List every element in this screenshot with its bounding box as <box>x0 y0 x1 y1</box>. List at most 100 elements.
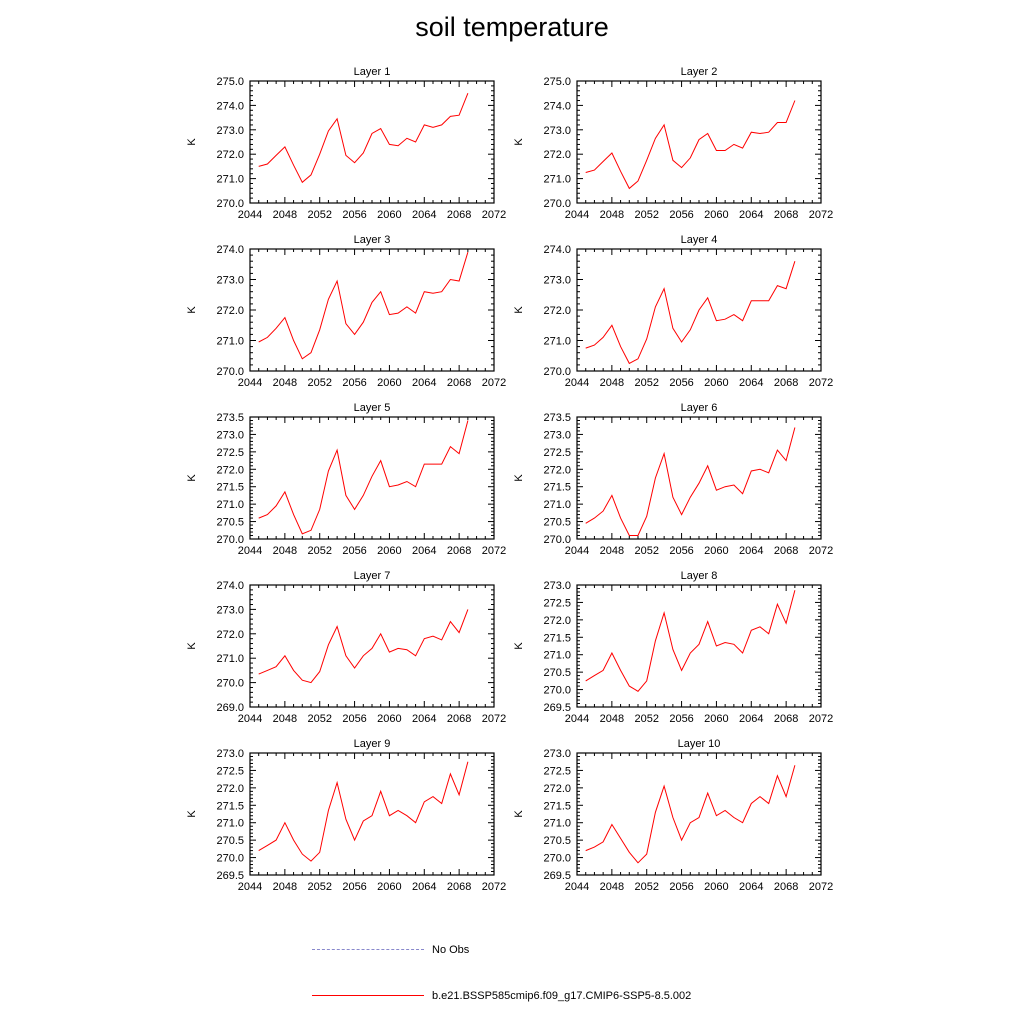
series-line-layer-5 <box>258 420 469 535</box>
y-axis-label-10: K <box>513 810 525 818</box>
y-tick-label: 272.0 <box>543 149 571 161</box>
x-tick-label: 2056 <box>669 713 693 725</box>
y-tick-label: 271.0 <box>216 818 244 830</box>
plot-frame-6 <box>576 416 822 540</box>
x-tick-label: 2044 <box>565 881 589 893</box>
y-axis-label-5: K <box>186 474 198 482</box>
y-tick-label: 270.5 <box>543 517 571 529</box>
plot-frame-10 <box>576 752 822 876</box>
x-tick-label: 2064 <box>412 545 436 557</box>
panel-title-7: Layer 7 <box>354 570 391 582</box>
x-tick-label: 2060 <box>704 713 728 725</box>
plot-frame-5 <box>249 416 495 540</box>
x-tick-label: 2060 <box>704 881 728 893</box>
y-tick-label: 274.0 <box>216 244 244 256</box>
x-tick-label: 2060 <box>377 881 401 893</box>
x-tick-label: 2056 <box>342 377 366 389</box>
y-tick-label: 273.0 <box>216 748 244 760</box>
x-tick-label: 2068 <box>447 545 471 557</box>
y-tick-label: 275.0 <box>543 76 571 88</box>
y-tick-label: 273.5 <box>216 412 244 424</box>
y-axis-label-8: K <box>513 642 525 650</box>
legend-label-no-obs: No Obs <box>432 944 470 956</box>
x-tick-label: 2048 <box>600 377 624 389</box>
x-tick-label: 2044 <box>565 545 589 557</box>
y-tick-label: 271.0 <box>216 499 244 511</box>
x-tick-label: 2060 <box>704 377 728 389</box>
y-tick-label: 271.0 <box>543 174 571 186</box>
y-tick-label: 272.5 <box>543 597 571 609</box>
y-tick-label: 273.0 <box>216 429 244 441</box>
plot-frame-1 <box>249 80 495 204</box>
x-tick-label: 2044 <box>565 377 589 389</box>
x-tick-label: 2044 <box>238 881 262 893</box>
x-tick-label: 2056 <box>669 545 693 557</box>
x-tick-label: 2064 <box>412 377 436 389</box>
series-line-layer-3 <box>258 251 469 360</box>
y-tick-label: 271.0 <box>543 818 571 830</box>
y-tick-label: 270.5 <box>543 667 571 679</box>
x-tick-label: 2056 <box>669 209 693 221</box>
x-tick-label: 2044 <box>238 209 262 221</box>
x-tick-label: 2052 <box>634 377 658 389</box>
x-tick-label: 2044 <box>238 713 262 725</box>
y-tick-label: 272.0 <box>543 783 571 795</box>
y-tick-label: 270.0 <box>543 534 571 546</box>
panel-title-9: Layer 9 <box>354 738 391 750</box>
x-tick-label: 2072 <box>482 545 506 557</box>
y-tick-label: 272.5 <box>216 765 244 777</box>
panel-title-5: Layer 5 <box>354 402 391 414</box>
x-tick-label: 2060 <box>377 713 401 725</box>
x-tick-label: 2072 <box>809 209 833 221</box>
x-tick-label: 2068 <box>447 881 471 893</box>
series-line-layer-10 <box>585 765 796 864</box>
legend-label-model: b.e21.BSSP585cmip6.f09_g17.CMIP6-SSP5-8.… <box>432 990 692 1002</box>
y-axis-label-9: K <box>186 810 198 818</box>
y-axis-label-7: K <box>186 642 198 650</box>
y-tick-label: 271.0 <box>216 336 244 348</box>
x-tick-label: 2052 <box>307 209 331 221</box>
x-tick-label: 2068 <box>447 713 471 725</box>
panel-title-3: Layer 3 <box>354 234 391 246</box>
panel-title-2: Layer 2 <box>681 66 718 78</box>
y-tick-label: 271.0 <box>543 336 571 348</box>
x-tick-label: 2068 <box>447 377 471 389</box>
x-tick-label: 2052 <box>634 881 658 893</box>
y-tick-label: 274.0 <box>543 100 571 112</box>
y-tick-label: 274.0 <box>216 100 244 112</box>
y-tick-label: 270.5 <box>216 835 244 847</box>
x-tick-label: 2072 <box>809 377 833 389</box>
x-tick-label: 2052 <box>634 209 658 221</box>
y-tick-label: 271.5 <box>216 800 244 812</box>
y-tick-label: 270.0 <box>543 198 571 210</box>
x-tick-label: 2048 <box>600 881 624 893</box>
y-tick-label: 273.5 <box>543 412 571 424</box>
y-tick-label: 271.5 <box>216 482 244 494</box>
y-tick-label: 271.5 <box>543 632 571 644</box>
y-tick-label: 274.0 <box>216 580 244 592</box>
panel-title-8: Layer 8 <box>681 570 718 582</box>
series-line-layer-1 <box>258 93 469 184</box>
y-tick-label: 273.0 <box>216 604 244 616</box>
y-tick-label: 270.0 <box>543 685 571 697</box>
y-tick-label: 270.0 <box>216 534 244 546</box>
x-tick-label: 2052 <box>307 713 331 725</box>
x-tick-label: 2044 <box>238 377 262 389</box>
y-tick-label: 272.0 <box>543 615 571 627</box>
y-tick-label: 270.5 <box>543 835 571 847</box>
x-tick-label: 2056 <box>342 713 366 725</box>
plot-frame-8 <box>576 584 822 708</box>
y-tick-label: 272.0 <box>543 464 571 476</box>
y-tick-label: 273.0 <box>543 580 571 592</box>
y-tick-label: 271.0 <box>216 174 244 186</box>
y-tick-label: 271.0 <box>216 653 244 665</box>
x-tick-label: 2064 <box>412 713 436 725</box>
y-tick-label: 269.5 <box>216 870 244 882</box>
x-tick-label: 2072 <box>809 713 833 725</box>
x-tick-label: 2056 <box>669 881 693 893</box>
x-tick-label: 2048 <box>273 881 297 893</box>
x-tick-label: 2048 <box>273 545 297 557</box>
y-axis-label-6: K <box>513 474 525 482</box>
x-tick-label: 2056 <box>342 545 366 557</box>
